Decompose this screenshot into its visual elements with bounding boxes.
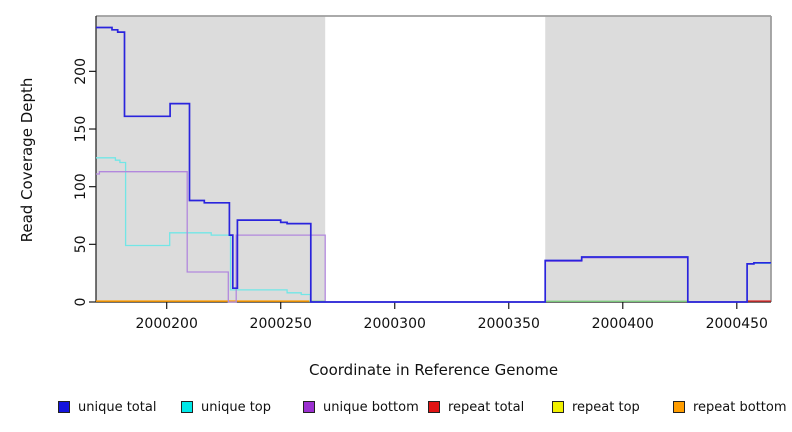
x-axis-title: Coordinate in Reference Genome xyxy=(308,361,559,379)
legend-label: repeat bottom xyxy=(693,399,787,415)
legend-label: repeat total xyxy=(448,399,525,415)
legend-item-unique-top: unique top xyxy=(181,399,271,415)
unique-top-line xyxy=(96,157,312,302)
legend-label: unique top xyxy=(201,399,272,415)
legend-swatch-icon xyxy=(428,401,440,413)
legend-item-repeat-total: repeat total xyxy=(428,399,524,415)
legend-item-repeat-top: repeat top xyxy=(552,399,640,415)
legend-swatch-icon xyxy=(673,401,685,413)
y-tick-label: 50 xyxy=(73,235,89,253)
x-tick-label: 2000350 xyxy=(478,316,540,332)
y-tick-label: 0 xyxy=(73,298,89,307)
x-tick-label: 2000400 xyxy=(592,316,654,332)
shaded-region xyxy=(96,16,326,302)
legend-swatch-icon xyxy=(58,401,70,413)
y-axis-title: Read Coverage Depth xyxy=(18,77,36,243)
shaded-region xyxy=(545,16,771,302)
y-tick-label: 200 xyxy=(73,58,89,85)
legend-label: unique total xyxy=(78,399,157,415)
legend-label: repeat top xyxy=(572,399,640,415)
legend-item-unique-bottom: unique bottom xyxy=(303,399,419,415)
x-tick-label: 2000250 xyxy=(250,316,312,332)
unique-bottom-line xyxy=(96,171,326,303)
x-tick-label: 2000300 xyxy=(364,316,426,332)
legend-swatch-icon xyxy=(303,401,315,413)
x-tick-label: 2000450 xyxy=(706,316,768,332)
x-tick-label: 2000200 xyxy=(136,316,198,332)
y-tick-label: 150 xyxy=(73,116,89,143)
legend-item-unique-total: unique total xyxy=(58,399,156,415)
legend-label: unique bottom xyxy=(323,399,419,415)
legend-item-repeat-bottom: repeat bottom xyxy=(673,399,787,415)
unique-total-line xyxy=(96,26,771,303)
legend: unique total unique top unique bottom repea… xyxy=(0,399,792,419)
y-tick-label: 100 xyxy=(73,173,89,200)
legend-swatch-icon xyxy=(181,401,193,413)
legend-swatch-icon xyxy=(552,401,564,413)
